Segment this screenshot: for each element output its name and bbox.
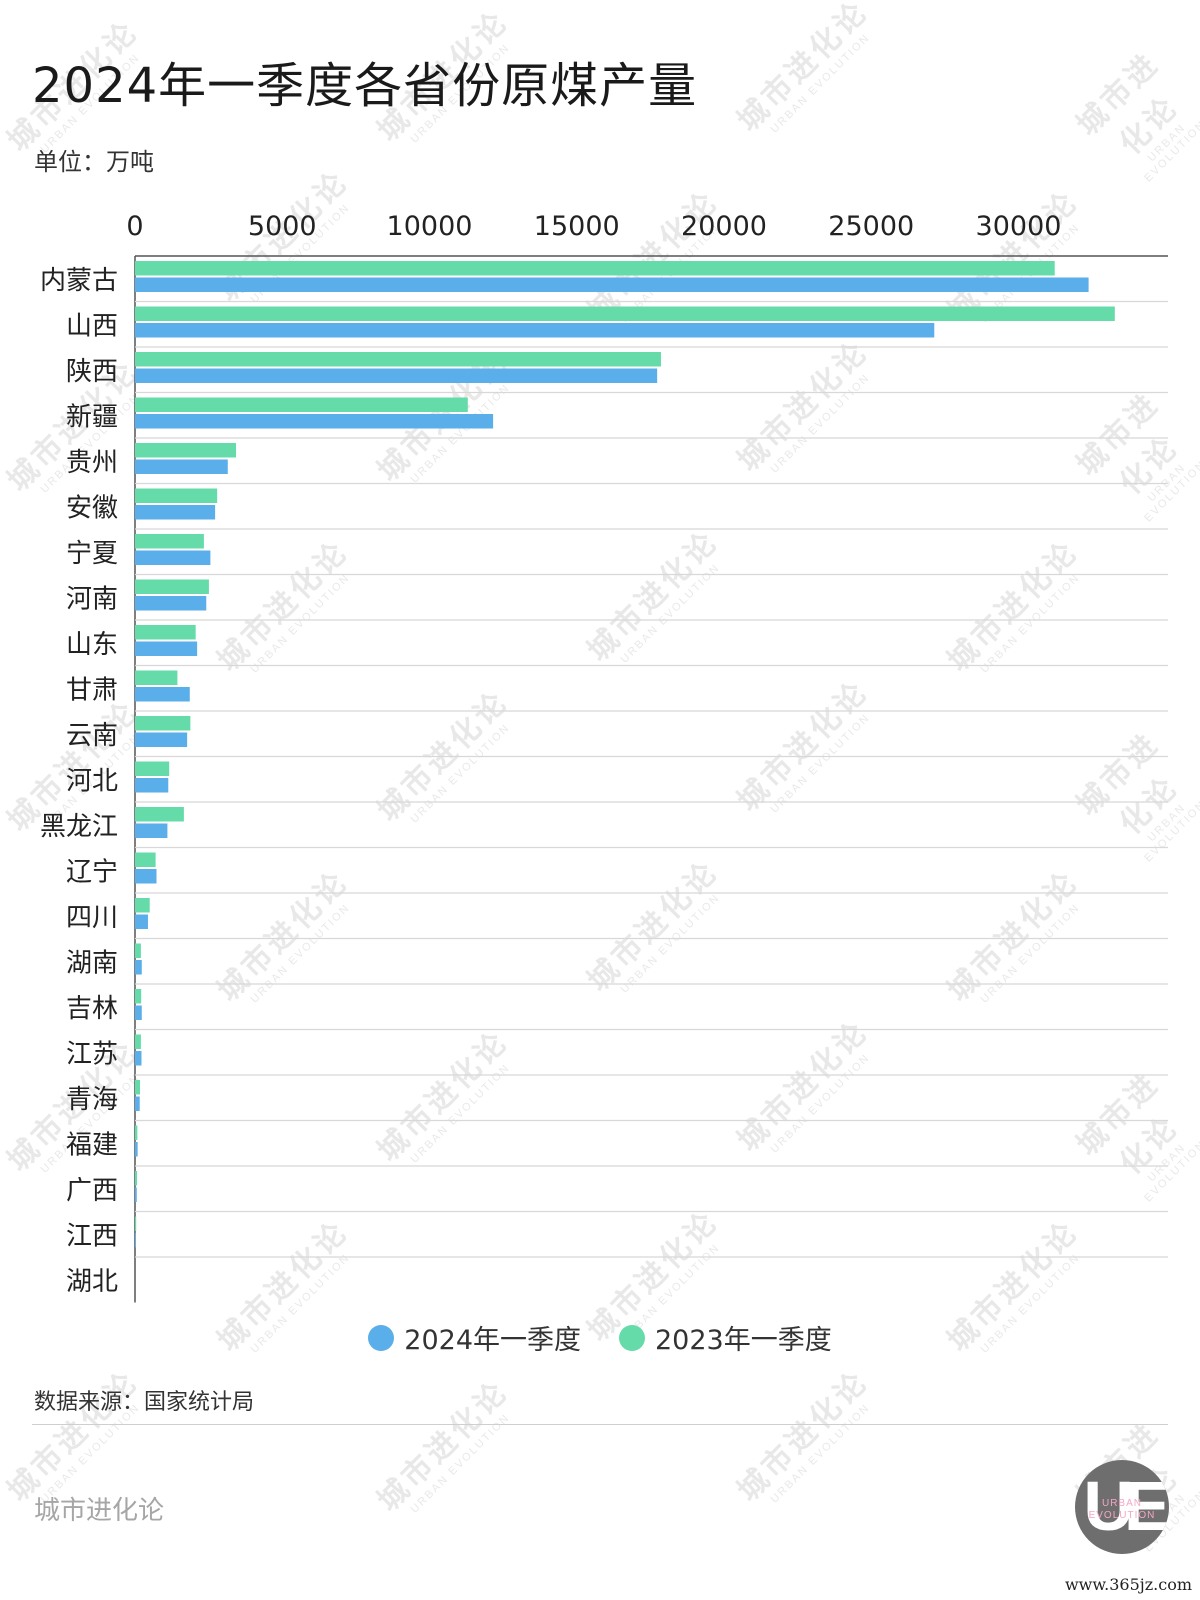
bar-2024 [135, 323, 935, 338]
category-label: 吉林 [66, 994, 118, 1024]
category-label: 湖北 [66, 1267, 118, 1297]
category-label: 安徽 [66, 493, 118, 523]
bar-2023 [135, 1080, 141, 1095]
bar-2024 [135, 914, 148, 929]
bar-2024 [135, 1142, 138, 1157]
category-label: 湖南 [66, 948, 118, 978]
x-tick-label: 25000 [828, 211, 914, 242]
bar-2024 [135, 778, 169, 793]
logo-text-evolution: EVOLUTION [1088, 1510, 1156, 1521]
bar-2024 [135, 1051, 142, 1066]
bar-2024 [135, 869, 157, 884]
bar-2024 [135, 277, 1089, 292]
bar-2023 [135, 579, 209, 594]
x-tick-label: 15000 [534, 211, 620, 242]
bar-2023 [135, 898, 150, 913]
category-label: 内蒙古 [40, 266, 118, 296]
bar-2023 [135, 670, 178, 685]
x-tick-label: 20000 [681, 211, 767, 242]
legend: 2024年一季度 2023年一季度 [0, 1318, 1200, 1357]
chart-title: 2024年一季度各省份原煤产量 [32, 58, 698, 114]
legend-item-2024[interactable]: 2024年一季度 [368, 1318, 581, 1357]
bar-2024 [135, 823, 168, 838]
category-label: 山东 [66, 630, 118, 660]
watermark-cn: 城市进化论 [730, 1363, 876, 1509]
bar-2024 [135, 960, 142, 975]
brand-name: 城市进化论 [34, 1496, 165, 1526]
bar-2024 [135, 641, 198, 656]
bar-2024 [135, 1005, 142, 1020]
bar-2024 [135, 550, 211, 565]
bar-2023 [135, 1171, 138, 1186]
x-tick-label: 10000 [387, 211, 473, 242]
category-label: 贵州 [66, 448, 118, 478]
bar-2023 [135, 352, 661, 367]
bar-2023 [135, 716, 191, 731]
category-label: 新疆 [66, 402, 118, 432]
logo-text-urban: URBAN [1101, 1498, 1142, 1509]
category-label: 黑龙江 [40, 812, 118, 842]
bar-2023 [135, 534, 204, 549]
legend-swatch-2023 [619, 1324, 645, 1351]
unit-label: 单位：万吨 [34, 148, 154, 176]
bar-2023 [135, 397, 468, 412]
bar-2024 [135, 1096, 140, 1111]
bar-2023 [135, 989, 142, 1004]
category-label: 宁夏 [66, 539, 118, 569]
x-tick-label: 30000 [976, 211, 1062, 242]
bar-2023 [135, 625, 196, 640]
category-label: 福建 [66, 1130, 118, 1160]
watermark-en: URBAN EVOLUTION [768, 1401, 873, 1506]
bar-2023 [135, 1034, 141, 1049]
category-label: 山西 [66, 311, 118, 341]
bar-2023 [135, 1216, 137, 1231]
bar-2024 [135, 459, 228, 474]
bar-chart: 0 5000 10000 15000 20000 25000 30000 内蒙古山西陕西新疆贵… [40, 211, 1168, 1303]
legend-item-2023[interactable]: 2023年一季度 [619, 1318, 832, 1357]
bar-2023 [135, 488, 218, 503]
category-label: 江西 [66, 1221, 118, 1251]
category-label: 四川 [66, 903, 118, 933]
legend-label-2023: 2023年一季度 [655, 1325, 832, 1356]
watermark-en: URBAN EVOLUTION [408, 1411, 513, 1516]
bar-2023 [135, 761, 170, 776]
bar-2024 [135, 687, 190, 702]
site-url: www.365jz.com [1064, 1575, 1192, 1594]
brand-logo: UE URBAN EVOLUTION [1075, 1460, 1169, 1554]
bar-2024 [135, 368, 658, 383]
watermark-cn: 城市进化论 [370, 1373, 516, 1519]
category-label: 陕西 [66, 357, 118, 387]
category-label: 青海 [66, 1085, 118, 1115]
bar-2023 [135, 443, 237, 458]
bar-2023 [135, 807, 184, 822]
category-label: 河南 [66, 584, 118, 614]
bar-2024 [135, 505, 216, 520]
bar-2024 [135, 414, 494, 429]
bar-2023 [135, 943, 141, 958]
x-tick-label: 5000 [248, 211, 317, 242]
watermark-cn: 城市进化论 [0, 1363, 146, 1509]
footer-divider [32, 1424, 1168, 1425]
category-label: 云南 [66, 721, 118, 751]
category-label: 江苏 [66, 1039, 118, 1069]
bar-2024 [135, 596, 207, 611]
bar-2024 [135, 732, 188, 747]
legend-label-2024: 2024年一季度 [404, 1325, 581, 1356]
category-label: 广西 [66, 1176, 118, 1206]
bar-2024 [135, 1187, 137, 1202]
logo-letters: UE [1083, 1467, 1169, 1545]
bar-2023 [135, 1125, 138, 1140]
bar-2023 [135, 852, 156, 867]
bar-2023 [135, 306, 1115, 321]
x-tick-label: 0 [126, 211, 143, 242]
source-note: 数据来源：国家统计局 [34, 1390, 255, 1415]
category-label: 辽宁 [66, 857, 118, 887]
bar-2023 [135, 261, 1055, 276]
bar-2024 [135, 1233, 136, 1248]
category-label: 甘肃 [66, 675, 118, 705]
legend-swatch-2024 [368, 1324, 395, 1351]
category-label: 河北 [66, 766, 118, 796]
